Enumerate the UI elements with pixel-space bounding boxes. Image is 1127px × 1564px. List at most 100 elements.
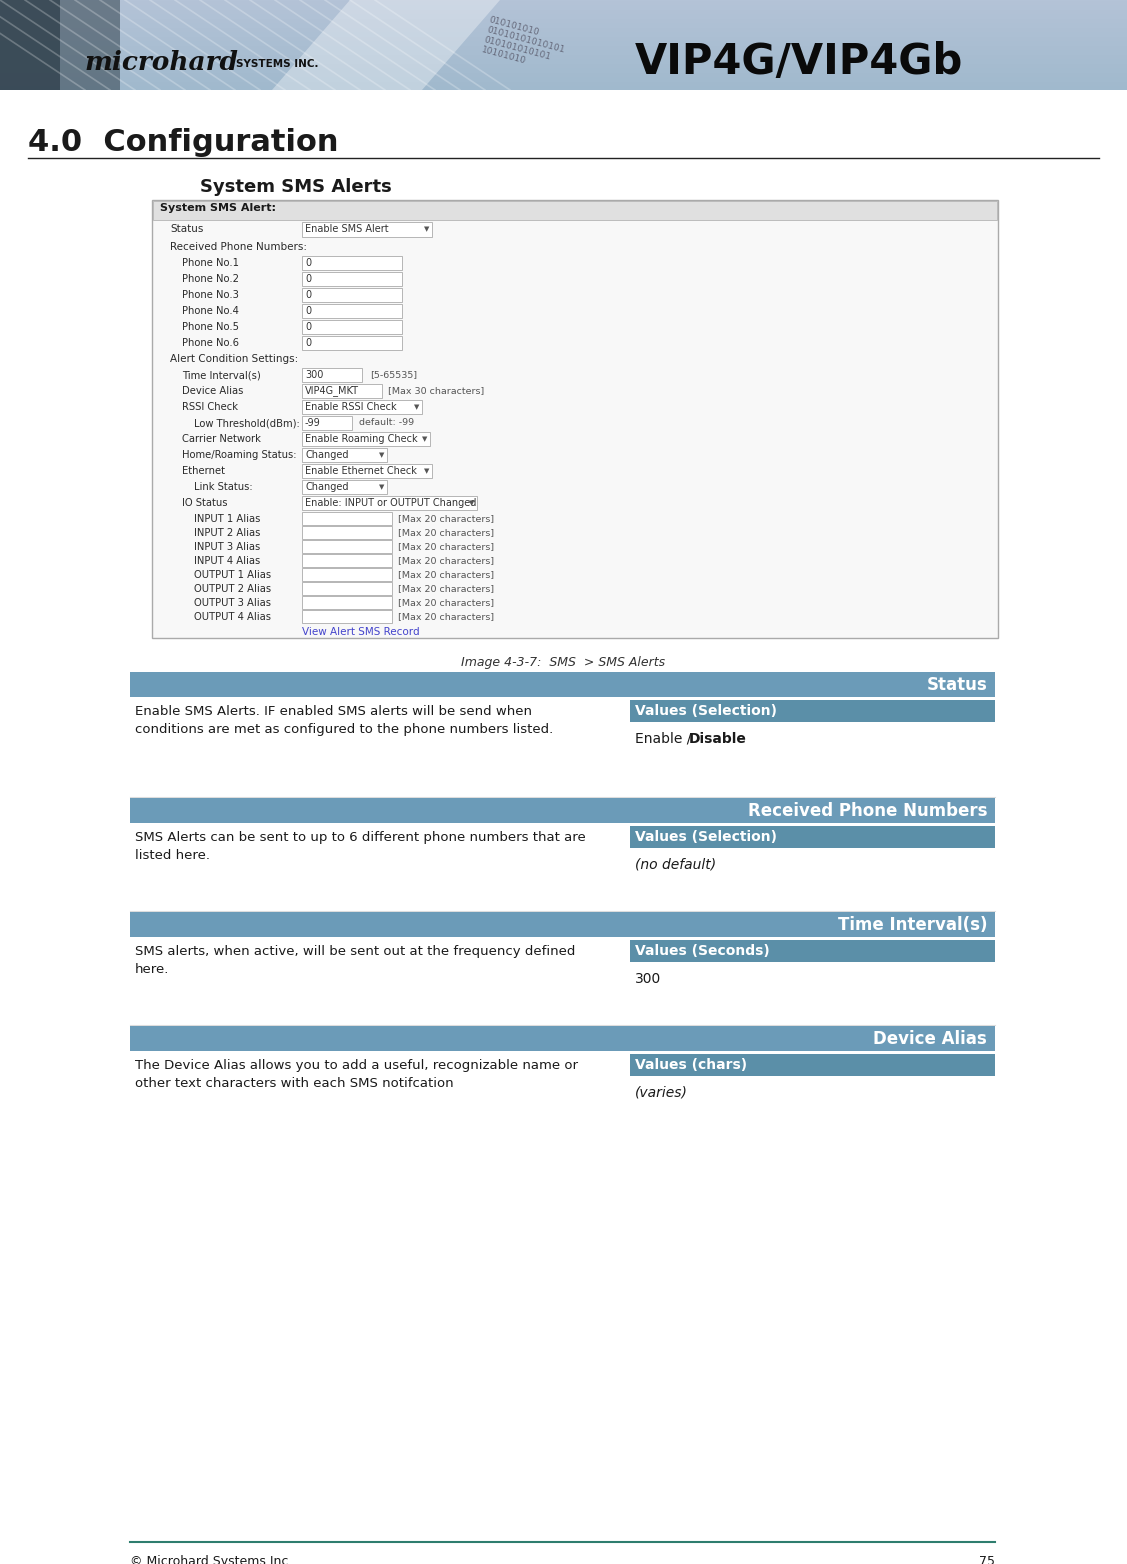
Text: Enable SMS Alert: Enable SMS Alert	[305, 225, 389, 235]
Text: SYSTEMS INC.: SYSTEMS INC.	[236, 59, 319, 69]
Text: OUTPUT 1 Alias: OUTPUT 1 Alias	[194, 569, 272, 580]
Text: Phone No.1: Phone No.1	[181, 258, 239, 267]
Text: INPUT 2 Alias: INPUT 2 Alias	[194, 529, 260, 538]
Text: [Max 20 characters]: [Max 20 characters]	[398, 543, 494, 551]
Text: Enable Ethernet Check: Enable Ethernet Check	[305, 466, 417, 475]
Text: Values (Selection): Values (Selection)	[635, 704, 777, 718]
Bar	[630, 826, 995, 848]
Text: ▼: ▼	[421, 436, 427, 443]
Text: Enable: INPUT or OUTPUT Changed: Enable: INPUT or OUTPUT Changed	[305, 497, 477, 508]
Text: Changed: Changed	[305, 450, 348, 460]
Text: SMS alerts, when active, will be sent out at the frequency defined
here.: SMS alerts, when active, will be sent ou…	[135, 945, 576, 976]
Text: [Max 20 characters]: [Max 20 characters]	[398, 612, 494, 621]
Text: Device Alias: Device Alias	[873, 1029, 987, 1048]
Text: 010101010
01010101010101
010101010101
10101010: 010101010 01010101010101 010101010101 10…	[480, 16, 568, 75]
Text: default: -99: default: -99	[360, 418, 414, 427]
Text: [Max 20 characters]: [Max 20 characters]	[398, 597, 494, 607]
Bar	[0, 0, 60, 91]
Text: [5-65535]: [5-65535]	[370, 371, 417, 378]
Text: 0: 0	[305, 338, 311, 349]
Text: [Max 30 characters]: [Max 30 characters]	[388, 386, 485, 396]
Bar	[302, 582, 392, 594]
Text: 300: 300	[305, 371, 323, 380]
Text: Phone No.3: Phone No.3	[181, 289, 239, 300]
Text: Phone No.5: Phone No.5	[181, 322, 239, 332]
Bar	[302, 400, 421, 414]
Text: ▼: ▼	[379, 452, 384, 458]
Text: -99: -99	[305, 418, 321, 429]
Text: 0: 0	[305, 322, 311, 332]
Bar	[302, 540, 392, 554]
Text: Carrier Network: Carrier Network	[181, 433, 260, 444]
Bar	[302, 432, 431, 446]
Text: 0: 0	[305, 289, 311, 300]
Bar	[302, 526, 392, 540]
Text: microhard: microhard	[85, 50, 239, 75]
Text: Changed: Changed	[305, 482, 348, 493]
Bar	[302, 447, 387, 461]
Text: (no default): (no default)	[635, 859, 716, 873]
Text: [Max 20 characters]: [Max 20 characters]	[398, 529, 494, 536]
Text: Values (chars): Values (chars)	[635, 1057, 747, 1071]
Text: ▼: ▼	[424, 227, 429, 233]
Bar	[302, 416, 352, 430]
Bar	[153, 202, 997, 221]
Bar	[302, 321, 402, 335]
Text: Values (Seconds): Values (Seconds)	[635, 945, 770, 959]
Text: Enable /: Enable /	[635, 732, 695, 746]
Bar	[302, 385, 382, 397]
Text: Home/Roaming Status:: Home/Roaming Status:	[181, 450, 296, 460]
Text: [Max 20 characters]: [Max 20 characters]	[398, 555, 494, 565]
Text: Status: Status	[926, 676, 987, 693]
Text: IO Status: IO Status	[181, 497, 228, 508]
Text: 0: 0	[305, 258, 311, 267]
Text: The Device Alias allows you to add a useful, recognizable name or
other text cha: The Device Alias allows you to add a use…	[135, 1059, 578, 1090]
Text: Low Threshold(dBm):: Low Threshold(dBm):	[194, 418, 300, 429]
Bar	[630, 940, 995, 962]
Text: Time Interval(s): Time Interval(s)	[181, 371, 260, 380]
Text: SMS Alerts can be sent to up to 6 different phone numbers that are
listed here.: SMS Alerts can be sent to up to 6 differ…	[135, 830, 586, 862]
Text: OUTPUT 3 Alias: OUTPUT 3 Alias	[194, 597, 270, 608]
Bar	[130, 673, 995, 698]
Bar	[302, 496, 477, 510]
Bar	[302, 256, 402, 271]
Text: Status: Status	[170, 224, 203, 235]
Text: [Max 20 characters]: [Max 20 characters]	[398, 515, 494, 522]
Text: Phone No.2: Phone No.2	[181, 274, 239, 285]
Text: Enable RSSI Check: Enable RSSI Check	[305, 402, 397, 411]
Text: System SMS Alert:: System SMS Alert:	[160, 203, 276, 213]
Bar	[302, 568, 392, 580]
Text: View Alert SMS Record: View Alert SMS Record	[302, 627, 419, 637]
Text: VIP4G_MKT: VIP4G_MKT	[305, 386, 360, 396]
Bar	[302, 554, 392, 568]
Text: OUTPUT 2 Alias: OUTPUT 2 Alias	[194, 583, 272, 594]
Bar	[302, 336, 402, 350]
Text: VIP4G/VIP4Gb: VIP4G/VIP4Gb	[635, 41, 964, 83]
Text: INPUT 4 Alias: INPUT 4 Alias	[194, 555, 260, 566]
Text: [Max 20 characters]: [Max 20 characters]	[398, 569, 494, 579]
Bar	[302, 303, 402, 317]
Bar	[130, 798, 995, 823]
Bar	[130, 1026, 995, 1051]
Bar	[630, 701, 995, 723]
Text: (varies): (varies)	[635, 1085, 687, 1099]
Text: INPUT 3 Alias: INPUT 3 Alias	[194, 543, 260, 552]
Text: 300: 300	[635, 971, 662, 985]
Text: ▼: ▼	[414, 404, 419, 410]
Bar	[302, 222, 432, 238]
Text: Received Phone Numbers:: Received Phone Numbers:	[170, 242, 307, 252]
Bar	[630, 1054, 995, 1076]
Text: INPUT 1 Alias: INPUT 1 Alias	[194, 515, 260, 524]
Bar	[302, 465, 432, 479]
Text: RSSI Check: RSSI Check	[181, 402, 238, 411]
Text: Enable Roaming Check: Enable Roaming Check	[305, 433, 418, 444]
Text: 0: 0	[305, 307, 311, 316]
Text: Phone No.4: Phone No.4	[181, 307, 239, 316]
Bar	[130, 912, 995, 937]
Text: Device Alias: Device Alias	[181, 386, 243, 396]
Text: Values (Selection): Values (Selection)	[635, 830, 777, 845]
Text: System SMS Alerts: System SMS Alerts	[199, 178, 392, 196]
Polygon shape	[272, 0, 500, 91]
Text: Disable: Disable	[689, 732, 747, 746]
Text: 4.0  Configuration: 4.0 Configuration	[28, 128, 338, 156]
